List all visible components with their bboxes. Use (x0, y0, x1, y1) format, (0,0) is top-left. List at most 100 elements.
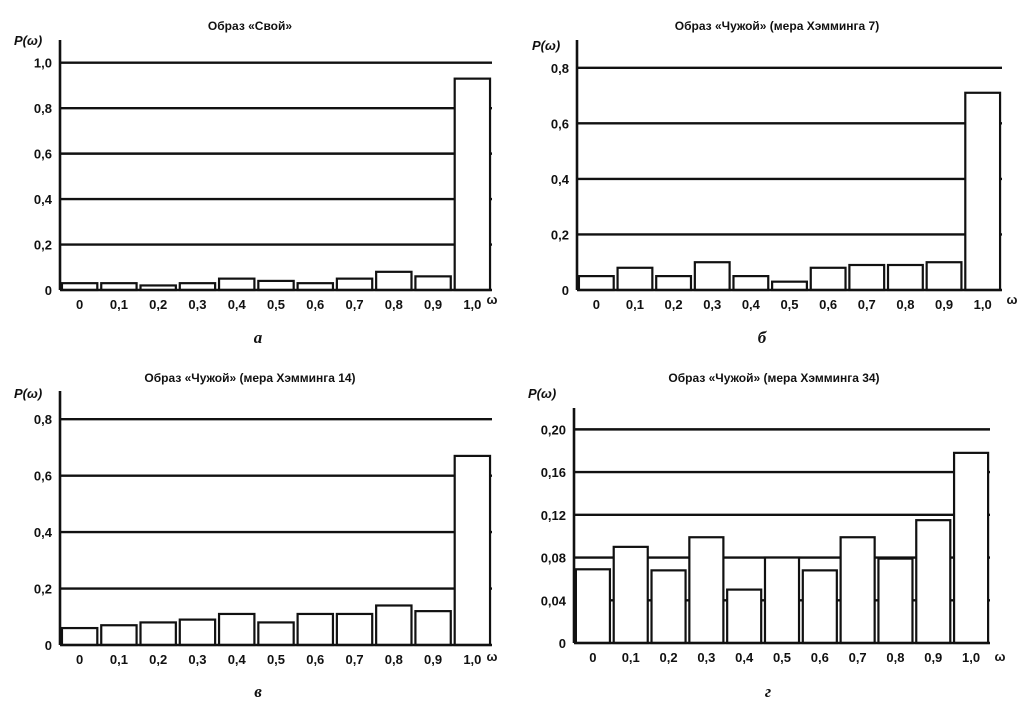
y-axis-label: P(ω) (14, 386, 42, 401)
bar (335, 612, 374, 647)
bar (925, 261, 963, 292)
x-tick-label: 0,5 (773, 650, 791, 665)
x-axis-label: ω (1007, 292, 1018, 307)
chart-title: Образ «Чужой» (мера Хэмминга 7) (675, 19, 879, 33)
y-tick-label: 0,4 (34, 525, 53, 540)
bar (453, 77, 492, 292)
y-tick-label: 0,8 (34, 412, 52, 427)
y-axis-label: P(ω) (528, 386, 556, 401)
x-tick-label: 0,3 (697, 650, 715, 665)
x-tick-label: 0,4 (742, 297, 761, 312)
bar (414, 275, 452, 292)
bar (414, 610, 452, 647)
x-tick-label: 0 (76, 652, 83, 667)
x-tick-label: 0 (593, 297, 600, 312)
y-tick-label: 0,04 (541, 593, 567, 608)
x-tick-label: 0,4 (228, 652, 247, 667)
y-tick-label: 0,16 (541, 465, 566, 480)
x-tick-label: 0,2 (149, 297, 167, 312)
bar (577, 275, 615, 292)
x-axis-label: ω (995, 649, 1006, 664)
x-tick-label: 0,1 (622, 650, 640, 665)
bar (655, 275, 693, 292)
chart-title: Образ «Свой» (208, 19, 292, 33)
bar (877, 557, 914, 645)
x-tick-label: 0,4 (735, 650, 754, 665)
x-tick-label: 0,9 (935, 297, 953, 312)
x-tick-label: 0,2 (660, 650, 678, 665)
subfigure-label: б (758, 328, 768, 347)
x-tick-label: 0,7 (346, 297, 364, 312)
y-tick-label: 0,2 (34, 238, 52, 253)
x-tick-label: 1,0 (962, 650, 980, 665)
x-tick-label: 0,8 (385, 297, 403, 312)
bar (763, 556, 801, 645)
x-tick-label: 0,3 (188, 297, 206, 312)
x-tick-label: 0,3 (188, 652, 206, 667)
y-tick-label: 0,08 (541, 551, 566, 566)
bar (453, 454, 492, 647)
x-tick-label: 0,1 (110, 652, 128, 667)
x-axis-label: ω (487, 292, 498, 307)
bar (801, 569, 838, 645)
bar (809, 266, 847, 292)
x-tick-label: 0,6 (819, 297, 837, 312)
bar (375, 270, 413, 292)
x-tick-label: 0,8 (896, 297, 914, 312)
y-tick-label: 0 (45, 638, 52, 653)
chart-panel-b: Образ «Чужой» (мера Хэмминга 7) P(ω) 0 0,2 0… (532, 19, 1018, 347)
x-tick-label: 0,6 (306, 652, 324, 667)
x-tick-label: 0 (589, 650, 596, 665)
bar (964, 91, 1002, 292)
bar (375, 604, 413, 647)
bar (257, 621, 295, 647)
x-tick-label: 0,5 (267, 297, 285, 312)
y-tick-label: 0,6 (34, 147, 52, 162)
y-tick-label: 0,12 (541, 508, 566, 523)
x-tick-label: 0,2 (149, 652, 167, 667)
x-tick-label: 0,2 (665, 297, 683, 312)
y-tick-label: 0 (45, 283, 52, 298)
y-tick-label: 0,8 (34, 101, 52, 116)
bar (60, 626, 99, 647)
x-tick-label: 0,5 (780, 297, 798, 312)
chart-title: Образ «Чужой» (мера Хэмминга 14) (144, 371, 355, 385)
bar (217, 612, 256, 647)
x-tick-label: 0,9 (424, 652, 442, 667)
y-tick-label: 0,8 (551, 61, 569, 76)
x-tick-label: 0,9 (424, 297, 442, 312)
y-tick-label: 0,6 (551, 116, 569, 131)
bar (257, 279, 295, 292)
y-tick-label: 1,0 (34, 56, 52, 71)
bar (693, 261, 731, 292)
subfigure-label: в (254, 682, 262, 701)
x-tick-label: 0,1 (110, 297, 128, 312)
y-tick-label: 0 (559, 636, 566, 651)
x-tick-label: 1,0 (463, 652, 481, 667)
x-tick-label: 0,7 (858, 297, 876, 312)
x-tick-label: 0,6 (811, 650, 829, 665)
subfigure-label: г (765, 682, 771, 701)
y-tick-label: 0 (562, 283, 569, 298)
chart-panel-g: Образ «Чужой» (мера Хэмминга 34) P(ω) 0 0,0… (528, 371, 1006, 701)
x-tick-label: 0,3 (703, 297, 721, 312)
bar (839, 536, 876, 645)
bar (616, 266, 654, 292)
bar (178, 618, 217, 647)
y-tick-label: 0,4 (34, 192, 53, 207)
bar (100, 624, 138, 647)
y-axis-label: P(ω) (14, 33, 42, 48)
y-tick-label: 0,2 (551, 227, 569, 242)
x-tick-label: 0 (76, 297, 83, 312)
x-tick-label: 0,1 (626, 297, 644, 312)
bar (915, 519, 952, 645)
chart-title: Образ «Чужой» (мера Хэмминга 34) (668, 371, 879, 385)
bar (574, 568, 612, 645)
bar (217, 277, 256, 292)
bar (952, 451, 990, 645)
bar (296, 612, 335, 647)
bar (335, 277, 374, 292)
bar (732, 275, 770, 292)
y-axis-label: P(ω) (532, 38, 560, 53)
chart-panel-a: Образ «Свой» P(ω) 0 0,2 0,4 0,6 0,8 1,0 0 0,1 0,2 0… (14, 19, 498, 347)
